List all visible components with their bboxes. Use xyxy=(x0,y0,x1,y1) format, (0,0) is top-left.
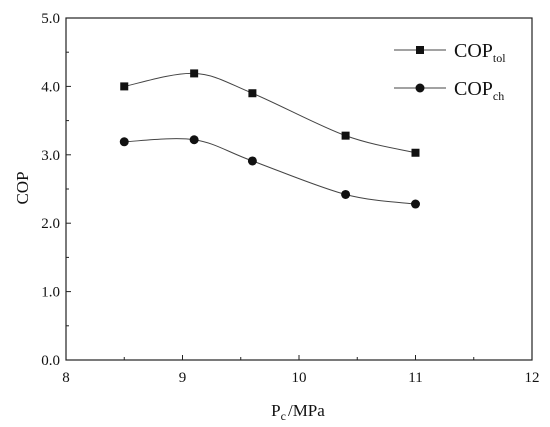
series-tol xyxy=(120,69,420,157)
y-tick-label: 1.0 xyxy=(41,285,60,301)
x-tick-label: 11 xyxy=(408,370,422,386)
legend-label: COPch xyxy=(454,78,504,103)
x-tick-label: 8 xyxy=(62,370,70,386)
legend-marker xyxy=(416,46,424,54)
y-tick-label: 5.0 xyxy=(41,11,60,27)
data-point-tol xyxy=(248,89,257,98)
series-line-tol xyxy=(124,72,416,154)
plot-frame xyxy=(65,17,533,361)
plot-border xyxy=(65,17,533,361)
data-point-ch xyxy=(341,189,351,199)
legend-marker xyxy=(415,83,425,93)
legend-label-subscript: ch xyxy=(493,89,504,103)
data-point-ch xyxy=(411,199,420,209)
y-tick-label: 2.0 xyxy=(41,216,60,232)
legend-label-main: COP xyxy=(454,40,493,62)
x-tick-label: 10 xyxy=(292,370,307,386)
data-point-ch xyxy=(247,156,257,166)
data-point-tol xyxy=(411,148,420,157)
data-point-ch xyxy=(119,137,129,147)
x-axis-title-subscript: c xyxy=(281,409,286,423)
x-tick-label: 9 xyxy=(179,370,187,386)
legend-item-tol: COPtol xyxy=(394,40,506,65)
y-tick-label: 3.0 xyxy=(41,148,60,164)
x-axis-title: Pc/MPa xyxy=(271,401,325,423)
legend-label-main: COP xyxy=(454,78,493,100)
x-axis-title-unit: /MPa xyxy=(288,401,325,420)
series-layer xyxy=(119,69,420,209)
x-axis-title-main: P xyxy=(271,401,280,420)
data-point-tol xyxy=(190,69,199,78)
data-point-tol xyxy=(341,131,350,140)
series-ch xyxy=(119,135,420,209)
data-point-tol xyxy=(120,82,129,91)
x-tick-label: 12 xyxy=(525,370,540,386)
legend-label: COPtol xyxy=(454,40,506,65)
legend-item-ch: COPch xyxy=(394,78,504,103)
y-tick-label: 0.0 xyxy=(41,353,60,369)
y-tick-label: 4.0 xyxy=(41,79,60,95)
axis-ticks: 8 9 10 11 12 0.0 1.0 2.0 3.0 4.0 5.0 xyxy=(41,11,539,386)
legend-label-subscript: tol xyxy=(493,51,506,65)
data-point-ch xyxy=(189,135,199,145)
series-line-ch xyxy=(124,138,416,205)
y-axis-title: COP xyxy=(13,171,32,204)
